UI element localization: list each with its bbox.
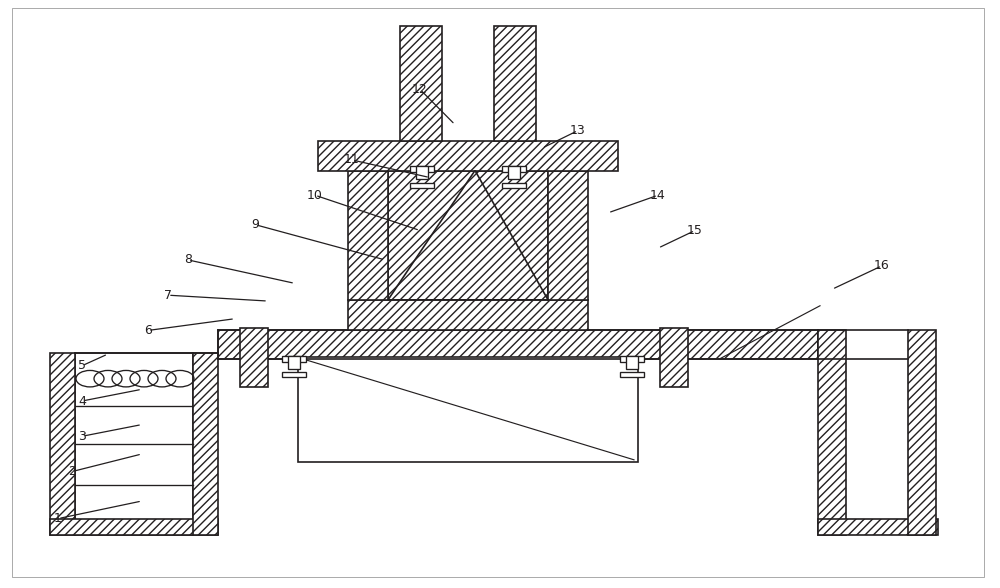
Text: 15: 15 (687, 224, 703, 237)
Bar (548, 171, 588, 300)
Bar (416, 166, 428, 179)
Text: 16: 16 (874, 259, 890, 272)
Bar (620, 356, 644, 362)
Bar (620, 372, 644, 377)
Bar (410, 166, 434, 172)
Text: 1: 1 (54, 512, 62, 525)
Text: 9: 9 (251, 218, 259, 231)
Bar (818, 519, 938, 535)
Bar (908, 330, 936, 535)
Bar (50, 353, 75, 535)
Text: 3: 3 (78, 430, 86, 443)
Bar (818, 330, 846, 535)
Bar (626, 356, 638, 369)
Text: 6: 6 (144, 324, 152, 337)
Bar (298, 357, 638, 462)
Bar (388, 171, 548, 300)
Bar (240, 328, 268, 387)
Text: 11: 11 (344, 153, 360, 166)
Text: 5: 5 (78, 359, 86, 372)
Bar (318, 141, 618, 171)
Bar (508, 166, 520, 179)
Bar (50, 519, 218, 535)
Bar (193, 353, 218, 535)
Bar (348, 300, 588, 330)
Text: 10: 10 (307, 189, 323, 202)
Text: 7: 7 (164, 289, 172, 302)
Bar (75, 353, 193, 535)
Bar (660, 328, 688, 387)
Bar (502, 166, 526, 172)
Bar (282, 356, 306, 362)
Bar (502, 183, 526, 188)
Text: 12: 12 (412, 83, 428, 96)
Text: 8: 8 (184, 253, 192, 266)
Bar (494, 26, 536, 141)
Bar (218, 330, 818, 359)
Bar (400, 26, 442, 141)
Bar (282, 372, 306, 377)
Text: 4: 4 (78, 395, 86, 407)
Bar (348, 171, 388, 300)
Text: 13: 13 (570, 124, 586, 137)
Text: 14: 14 (650, 189, 666, 202)
Text: 2: 2 (68, 465, 76, 478)
Bar (288, 356, 300, 369)
Bar (410, 183, 434, 188)
